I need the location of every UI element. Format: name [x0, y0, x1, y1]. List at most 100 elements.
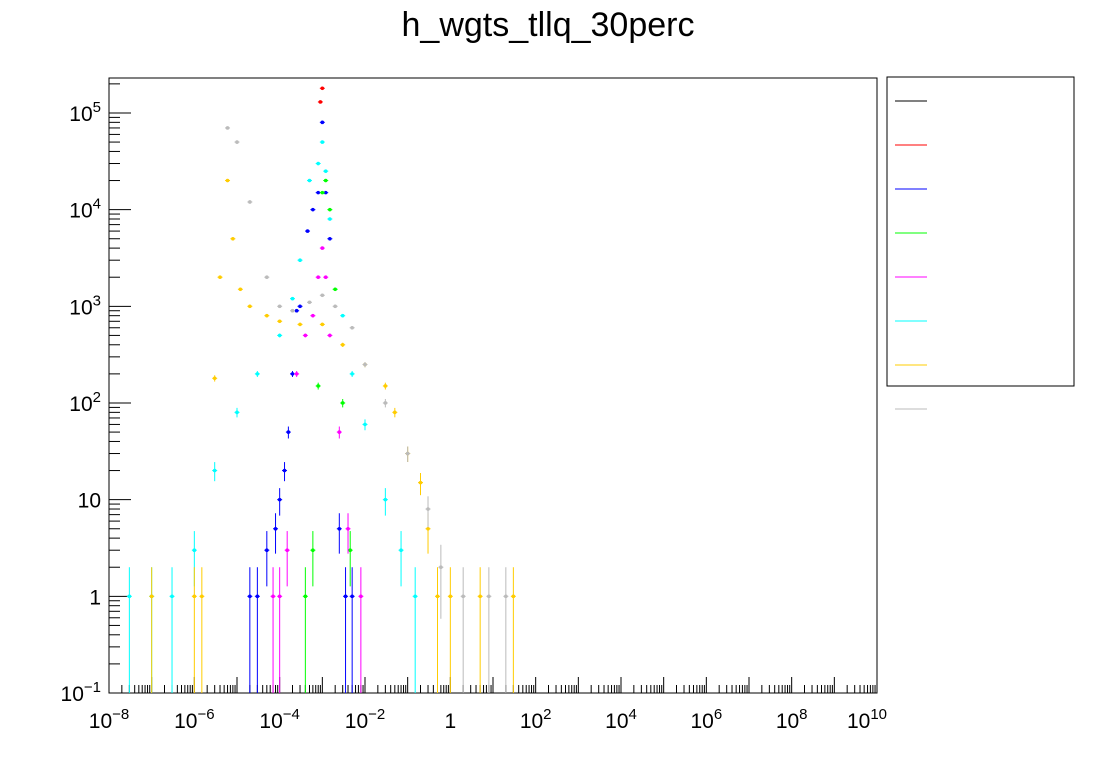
data-point [271, 594, 275, 599]
data-point [350, 594, 354, 599]
data-point [504, 594, 508, 599]
data-point [340, 401, 345, 405]
data-point [340, 342, 345, 347]
data-point [363, 422, 367, 427]
data-point [294, 308, 299, 313]
data-point [328, 333, 332, 338]
y-tick-label: 10 [78, 490, 101, 513]
data-point [487, 594, 491, 599]
data-point [383, 384, 388, 388]
data-point [316, 190, 320, 195]
data-point [340, 313, 345, 318]
data-point [337, 526, 342, 531]
data-point [418, 480, 423, 485]
data-point [192, 594, 197, 599]
data-point [343, 594, 348, 599]
x-tick-label: 104 [605, 706, 637, 733]
data-point [383, 497, 388, 502]
data-point [277, 497, 282, 502]
data-point [285, 548, 289, 553]
data-point [323, 169, 328, 173]
data-point [311, 207, 315, 212]
data-point [320, 293, 325, 298]
data-point [399, 548, 403, 553]
x-tick-label: 1010 [847, 706, 887, 733]
data-point [255, 372, 260, 376]
data-point [350, 325, 354, 330]
data-point [286, 430, 291, 434]
data-point [298, 258, 302, 262]
chart-title: h_wgts_tllq_30perc [401, 6, 695, 44]
data-point [294, 372, 299, 376]
data-point [328, 236, 332, 241]
data-point [350, 372, 354, 376]
data-point [218, 275, 222, 280]
x-tick-label: 1 [444, 710, 456, 733]
data-point [307, 300, 312, 305]
data-point [405, 451, 410, 456]
data-point [461, 594, 465, 599]
data-point [316, 275, 320, 280]
data-point [323, 190, 328, 195]
data-point [478, 594, 482, 599]
data-point [346, 526, 350, 531]
data-point [192, 548, 197, 553]
y-tick-label: 103 [69, 292, 101, 319]
data-point [303, 333, 308, 338]
data-point [307, 178, 312, 183]
data-point [320, 246, 325, 250]
x-tick-label: 106 [690, 706, 722, 733]
data-point [337, 430, 342, 434]
data-point [426, 526, 430, 531]
data-point [316, 384, 320, 388]
data-point [298, 304, 302, 309]
data-point [298, 322, 302, 327]
x-tick-label: 10−6 [174, 706, 214, 733]
data-point [290, 296, 295, 301]
x-tick-label: 10−8 [89, 706, 129, 733]
data-point [333, 287, 337, 292]
data-point [413, 594, 417, 599]
data-point [320, 120, 325, 125]
data-point [348, 548, 353, 553]
legend [886, 76, 1075, 410]
data-point [265, 548, 269, 553]
data-point [282, 468, 287, 473]
data-point [426, 507, 430, 511]
data-point [320, 190, 325, 195]
data-point [363, 362, 367, 367]
data-point [290, 308, 295, 313]
data-point [225, 126, 230, 130]
data-point [170, 594, 174, 599]
data-point [248, 200, 252, 204]
data-point [277, 319, 282, 324]
y-tick-label: 105 [69, 99, 101, 126]
data-point [265, 275, 269, 280]
data-point [323, 275, 328, 280]
data-point [305, 229, 310, 233]
data-point [320, 140, 325, 144]
data-point [248, 304, 252, 309]
data-point [212, 376, 217, 381]
x-tick-label: 10−4 [259, 706, 299, 733]
x-tick-label: 102 [520, 706, 552, 733]
data-point [277, 333, 282, 338]
data-point [277, 594, 282, 599]
data-point [320, 322, 325, 327]
data-point [200, 594, 204, 599]
data-point [231, 236, 235, 241]
data-point [255, 594, 260, 599]
data-point [277, 304, 282, 309]
data-point [316, 161, 320, 166]
data-point [448, 594, 453, 599]
data-point [383, 401, 388, 405]
data-point [439, 565, 443, 570]
data-point [323, 178, 328, 183]
y-tick-label: 10−1 [61, 679, 101, 706]
data-layer [126, 86, 516, 693]
y-tick-label: 104 [69, 196, 101, 223]
data-point [435, 594, 440, 599]
data-point [265, 313, 269, 318]
data-point [212, 468, 217, 473]
